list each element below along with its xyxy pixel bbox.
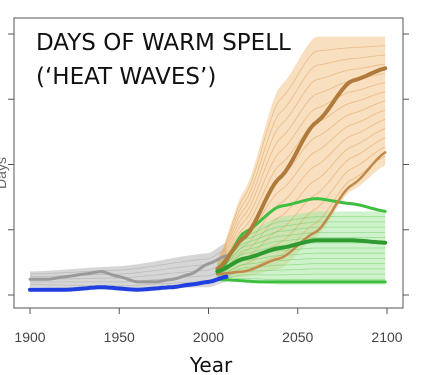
ensemble-member-line [217,277,386,281]
ensemble-member-line [217,273,386,280]
ensemble-member-line [217,63,386,264]
ensemble-member-line [217,237,386,271]
ensemble-member-line [30,275,227,287]
axis-ticks [8,33,409,314]
x-tick-label: 2100 [371,329,402,345]
ensemble-member-line [217,45,386,261]
x-tick-label: 2050 [282,329,313,345]
historical-line [28,254,228,284]
chart-title: DAYS OF WARM SPELL [36,30,291,56]
high-scenario-line [215,66,388,271]
x-axis-label: Year [189,353,233,375]
ensemble-member-line [217,226,386,268]
ensemble-member-line [217,258,386,276]
series-lines [28,66,388,292]
ensemble-member-line [217,263,386,278]
ensemble-member-line [217,252,386,275]
y-axis-label: Days [0,157,9,189]
ensemble-member-line [217,118,386,273]
ensemble-member-line [217,91,386,268]
x-tick-label: 1950 [104,329,135,345]
x-tick-label: 1900 [14,329,45,345]
low-scenario-line [215,238,388,274]
ensemble-member-line [29,248,227,275]
scenario-bound-line [215,277,387,284]
x-tick-labels: 1900 1950 2000 2050 2100 [14,329,402,345]
x-tick-label: 2000 [193,329,224,345]
ensemble-member-line [217,82,386,267]
observed-line [28,274,229,292]
high-scenario-band [217,36,386,280]
ensemble-member-line [30,268,227,283]
ensemble-member-line [217,54,386,262]
ensemble-member-line [217,128,386,274]
ensemble-member-line [217,232,386,270]
chart-subtitle: (‘HEAT WAVES’) [36,64,216,90]
scenario-bound-line [215,197,387,276]
ensemble-member-line [217,221,386,267]
